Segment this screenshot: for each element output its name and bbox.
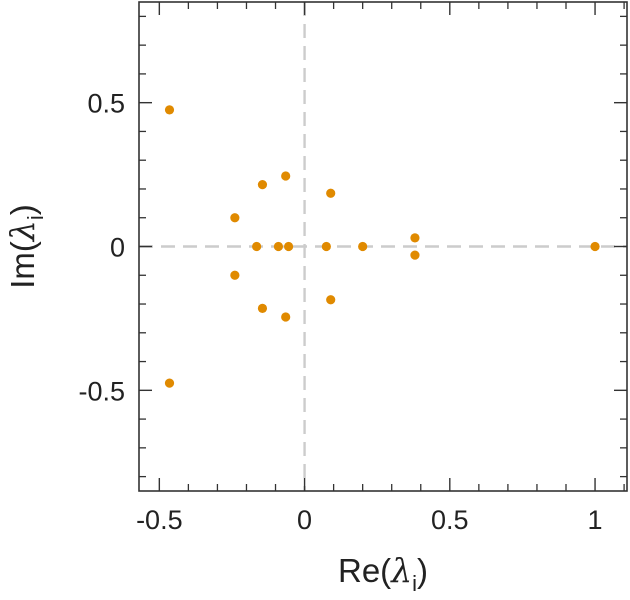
minor-ticks <box>139 2 627 491</box>
x-axis-label-suffix: ) <box>417 552 428 589</box>
data-point <box>321 241 331 252</box>
data-points <box>164 105 600 388</box>
data-point <box>164 378 175 388</box>
y-tick-label: 0.5 <box>87 89 125 119</box>
data-point <box>281 171 291 181</box>
data-point <box>326 188 336 198</box>
x-tick-label: -0.5 <box>136 505 183 535</box>
x-tick-label: 1 <box>588 505 603 535</box>
y-tick-labels: 0.5 0 -0.5 <box>78 89 125 407</box>
y-axis-label-suffix: ) <box>4 204 41 215</box>
data-point <box>257 180 268 190</box>
data-point <box>410 233 420 243</box>
x-axis-label-subscript: i <box>412 571 417 596</box>
y-tick-label: -0.5 <box>78 376 125 406</box>
data-point <box>164 105 175 115</box>
data-point <box>281 312 291 322</box>
y-axis-label-prefix: Im( <box>4 241 41 289</box>
data-point <box>257 303 268 313</box>
data-point <box>230 270 240 280</box>
x-tick-label: 0.5 <box>431 505 469 535</box>
x-axis-label: Re(λi) <box>338 551 428 596</box>
x-tick-label: 0 <box>297 505 312 535</box>
data-point <box>326 295 336 305</box>
zero-lines <box>139 2 627 491</box>
x-axis-label-symbol: λ <box>389 551 412 590</box>
y-axis-label-subscript: i <box>23 215 48 220</box>
plot-frame <box>138 1 628 492</box>
data-point <box>252 241 262 252</box>
data-point <box>410 250 420 260</box>
major-ticks <box>139 2 627 491</box>
data-point <box>358 241 368 252</box>
x-axis-label-prefix: Re( <box>338 552 391 589</box>
data-point <box>283 241 294 252</box>
data-point <box>590 241 600 252</box>
y-axis-label-symbol: λ <box>3 220 42 243</box>
data-point <box>230 213 240 223</box>
y-tick-label: 0 <box>110 233 125 263</box>
y-axis-label: Im(λi) <box>3 204 48 288</box>
data-point <box>273 241 284 252</box>
x-tick-labels: -0.5 0 0.5 1 <box>136 505 602 535</box>
